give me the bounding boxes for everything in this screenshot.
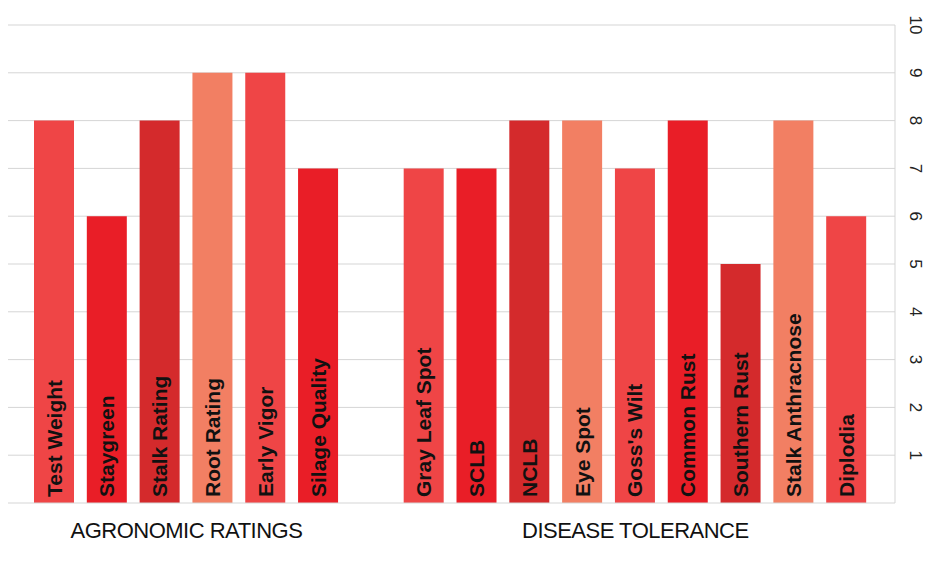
svg-text:3: 3 (906, 355, 925, 364)
svg-text:Test Weight: Test Weight (43, 380, 66, 497)
svg-text:Stalk Anthracnose: Stalk Anthracnose (782, 313, 805, 497)
svg-text:Gray Leaf Spot: Gray Leaf Spot (412, 348, 435, 497)
svg-text:Goss's Wilt: Goss's Wilt (623, 384, 646, 497)
svg-text:Diplodia: Diplodia (835, 414, 858, 497)
svg-text:Staygreen: Staygreen (95, 395, 118, 497)
svg-text:5: 5 (906, 259, 925, 268)
svg-text:6: 6 (906, 211, 925, 220)
svg-text:Southern Rust: Southern Rust (729, 352, 752, 497)
html-text:DISEASE TOLERANCE: DISEASE TOLERANCE (522, 518, 749, 543)
svg-text:Stalk Rating: Stalk Rating (148, 376, 171, 497)
svg-text:NCLB: NCLB (518, 439, 541, 497)
svg-text:8: 8 (906, 116, 925, 125)
svg-text:Eye Spot: Eye Spot (571, 407, 594, 497)
svg-text:10: 10 (906, 16, 925, 35)
svg-text:1: 1 (906, 450, 925, 459)
svg-text:Silage Quality: Silage Quality (307, 358, 330, 497)
svg-text:4: 4 (906, 307, 925, 316)
svg-text:Common Rust: Common Rust (676, 354, 699, 498)
html-text:AGRONOMIC RATINGS: AGRONOMIC RATINGS (70, 518, 303, 543)
svg-text:2: 2 (906, 403, 925, 412)
svg-text:SCLB: SCLB (465, 440, 488, 497)
svg-text:7: 7 (906, 164, 925, 173)
svg-text:9: 9 (906, 68, 925, 77)
svg-text:Root Rating: Root Rating (201, 378, 224, 497)
svg-text:Early Vigor: Early Vigor (254, 387, 277, 498)
